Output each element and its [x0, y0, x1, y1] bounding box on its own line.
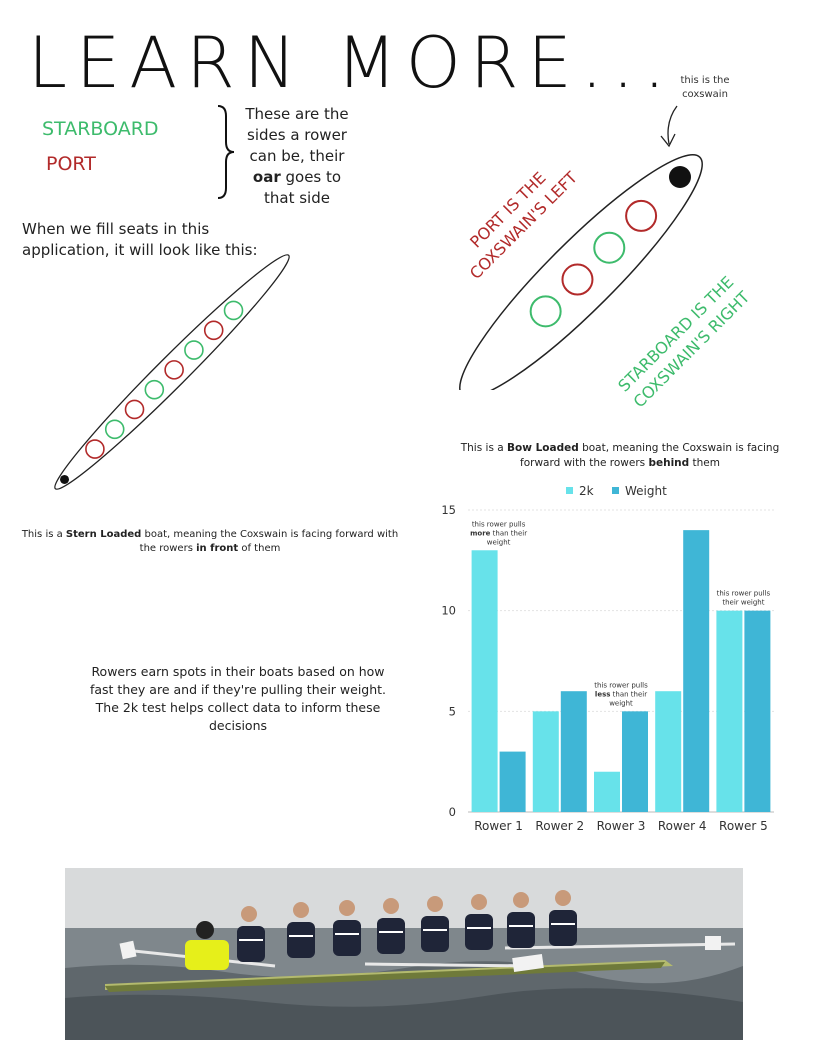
x-tick-label: Rower 2: [535, 819, 584, 833]
port-seat: [561, 263, 594, 296]
bar-2k-rower-4: [655, 691, 682, 812]
page-title: LEARN MORE...: [28, 22, 675, 104]
rower-spots-text: Rowers earn spots in their boats based o…: [89, 664, 387, 733]
port-label: PORT: [46, 153, 96, 175]
x-tick-label: Rower 3: [597, 819, 646, 833]
chart-annotation: this rower pulls: [717, 590, 771, 598]
bar-2k-rower-5: [716, 610, 743, 812]
starboard-seat: [593, 231, 626, 264]
bar-weight-rower-1: [499, 751, 526, 812]
bar-weight-rower-2: [560, 691, 587, 812]
starboard-seat: [223, 300, 244, 321]
legend-swatch: [566, 487, 573, 494]
legend-label: 2k: [579, 484, 594, 498]
x-tick-label: Rower 1: [474, 819, 523, 833]
sides-description: These are the sides a rower can be, thei…: [245, 105, 349, 207]
fill-seats-text: When we fill seats in this application, …: [22, 220, 258, 259]
curly-brace-icon: [217, 105, 235, 199]
arrow-icon: [667, 105, 678, 145]
bar-weight-rower-4: [683, 530, 710, 812]
port-seat: [203, 320, 224, 341]
starboard-seat: [184, 340, 204, 360]
y-tick-label: 5: [449, 704, 456, 718]
chart-annotation: weight: [609, 699, 633, 707]
legend-swatch: [612, 487, 619, 494]
bar-2k-rower-1: [471, 550, 498, 812]
stern-loaded-caption: This is a Stern Loaded boat, meaning the…: [21, 529, 399, 554]
chart-annotation: weight: [487, 538, 511, 546]
bow-loaded-boat-diagram: [459, 105, 703, 390]
boat-hull: [459, 154, 703, 390]
starboard-seat: [529, 295, 562, 328]
bar-weight-rower-5: [744, 610, 771, 812]
y-tick-label: 15: [441, 503, 456, 517]
x-tick-label: Rower 4: [658, 819, 707, 833]
jersey-stripes: [239, 923, 575, 941]
coxswain-seat: [60, 474, 70, 484]
rower-bar-chart: 2k Weight 0 5 10 15 Rower 1 Rower 2 Rower 3 Rower…: [441, 484, 774, 833]
chart-annotation: this rower pulls: [472, 520, 526, 528]
coxswain-figure: [185, 921, 229, 970]
chart-annotation: more than their: [470, 529, 527, 537]
port-seat: [124, 399, 145, 420]
x-tick-label: Rower 5: [719, 819, 768, 833]
bar-2k-rower-2: [532, 711, 559, 812]
arrowhead-icon: [660, 133, 676, 148]
chart-annotation: less than their: [595, 690, 647, 698]
port-seat: [164, 360, 184, 380]
starboard-seat: [104, 419, 125, 440]
bar-2k-rower-3: [594, 771, 620, 812]
coxswain-seat: [668, 166, 691, 189]
rowing-crew-photo: [65, 868, 743, 1040]
bar-weight-rower-3: [622, 711, 648, 812]
starboard-seat: [144, 379, 165, 400]
chart-annotation: their weight: [722, 599, 764, 607]
y-tick-label: 0: [449, 805, 456, 819]
bow-loaded-caption: This is a Bow Loaded boat, meaning the C…: [460, 442, 780, 469]
stern-loaded-boat-diagram: [54, 254, 290, 490]
rowers: [237, 890, 577, 962]
coxswain-label: this is the coxswain: [680, 75, 730, 100]
boat-hull: [54, 254, 290, 490]
starboard-label: STARBOARD: [42, 118, 159, 140]
port-seat: [625, 199, 658, 232]
chart-annotation: this rower pulls: [594, 681, 648, 689]
port-seat: [85, 439, 105, 459]
legend-label: Weight: [625, 484, 667, 498]
y-tick-label: 10: [441, 604, 456, 618]
